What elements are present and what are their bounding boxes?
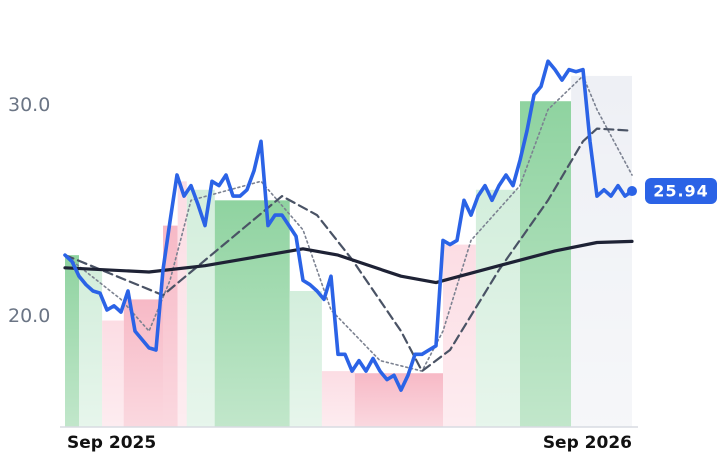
- y-tick-label: 30.0: [8, 94, 50, 116]
- band-fade: [177, 181, 187, 427]
- band-fade: [214, 200, 290, 427]
- x-tick-label: Sep 2026: [543, 433, 632, 453]
- axes: 25.94 20.0 30.0 Sep 2025 Sep 2026: [8, 94, 717, 453]
- x-tick-label: Sep 2025: [67, 433, 156, 453]
- band-fade: [65, 255, 79, 427]
- line-dashed: [63, 127, 634, 373]
- bands: [65, 75, 632, 428]
- band-fade: [289, 290, 322, 427]
- band-fade: [163, 225, 178, 427]
- band-fade: [321, 371, 355, 427]
- price-badge: [645, 178, 717, 205]
- line-price: [63, 59, 634, 392]
- band-fade: [475, 189, 520, 427]
- band-fade: [354, 373, 443, 427]
- band-fade: [520, 101, 572, 427]
- band-fade: [123, 299, 163, 427]
- price-badge-label: 25.94: [653, 182, 709, 201]
- lines: [63, 59, 637, 392]
- y-tick-label: 20.0: [8, 305, 50, 327]
- line-dotted: [64, 75, 633, 372]
- line-thick: [63, 239, 634, 285]
- last-point: [627, 186, 637, 197]
- band-fade: [571, 75, 632, 428]
- band-fade: [79, 269, 103, 427]
- band-fade: [102, 320, 124, 427]
- band-fade: [186, 189, 215, 427]
